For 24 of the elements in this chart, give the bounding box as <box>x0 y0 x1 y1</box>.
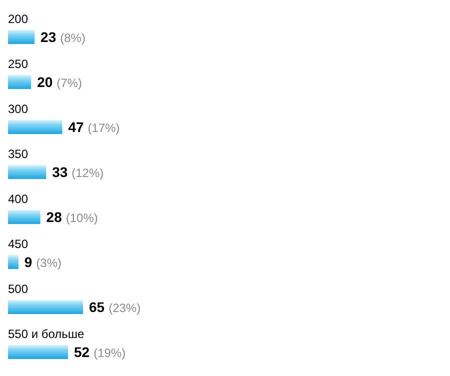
data-label: 23 (8%) <box>40 29 86 45</box>
bar <box>8 300 83 314</box>
data-label: 33 (12%) <box>52 164 104 180</box>
y-tick-label: 400 <box>8 192 28 206</box>
data-label: 20 (7%) <box>37 74 82 90</box>
bar <box>8 345 68 359</box>
y-tick-label: 450 <box>8 237 28 251</box>
y-tick-label: 200 <box>8 12 28 26</box>
bar <box>8 120 62 134</box>
data-label: 47 (17%) <box>68 119 120 135</box>
bar <box>8 75 32 89</box>
y-tick-label: 550 и больше <box>8 327 85 341</box>
data-label: 65 (23%) <box>89 299 141 315</box>
y-tick-label: 250 <box>8 57 28 71</box>
data-label: 52 (19%) <box>74 344 126 360</box>
bar <box>8 165 46 179</box>
bar <box>8 30 35 44</box>
y-tick-label: 500 <box>8 282 28 296</box>
bar <box>8 255 18 269</box>
y-tick-label: 300 <box>8 102 28 116</box>
bar <box>8 210 40 224</box>
y-tick-label: 350 <box>8 147 28 161</box>
data-label: 28 (10%) <box>46 209 98 225</box>
data-label: 9 (3%) <box>24 254 62 270</box>
